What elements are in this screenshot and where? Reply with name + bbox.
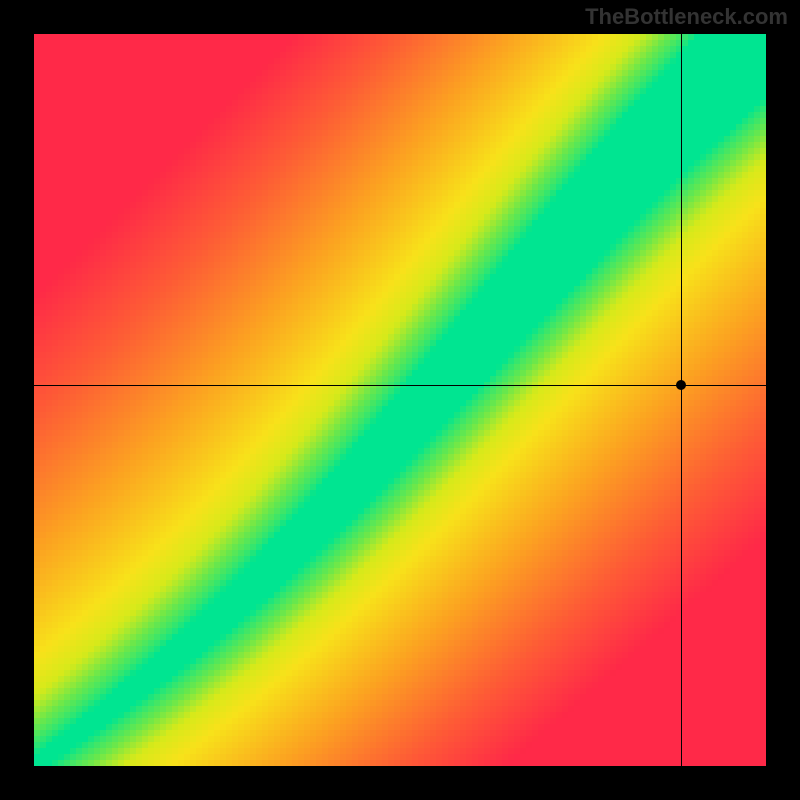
crosshair-vertical bbox=[681, 34, 682, 766]
heatmap-canvas bbox=[34, 34, 766, 766]
watermark-text: TheBottleneck.com bbox=[585, 4, 788, 30]
marker-point bbox=[676, 380, 686, 390]
plot-area bbox=[34, 34, 766, 766]
chart-container: TheBottleneck.com bbox=[0, 0, 800, 800]
crosshair-horizontal bbox=[34, 385, 766, 386]
